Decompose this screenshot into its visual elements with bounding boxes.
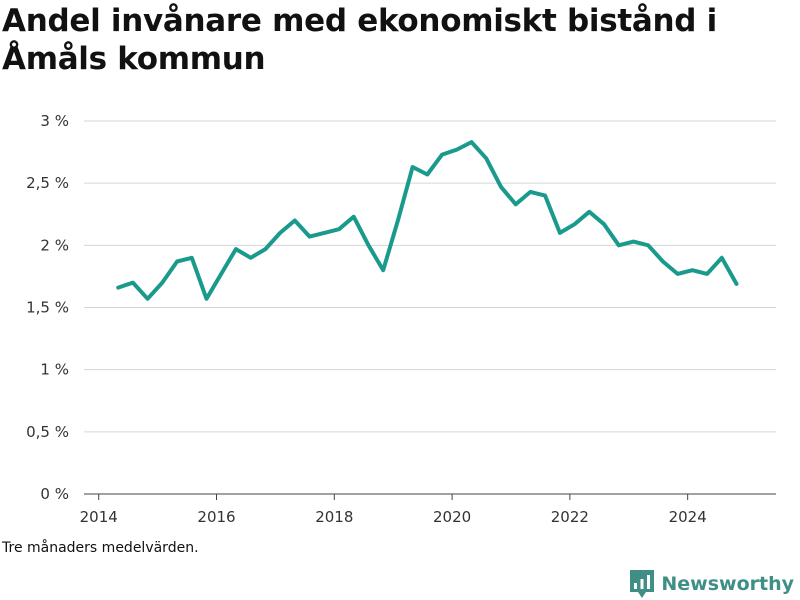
x-tick-label-3: 2020 (433, 508, 471, 526)
x-tick-label-5: 2024 (669, 508, 707, 526)
x-tick-label-1: 2016 (197, 508, 235, 526)
y-tick-label-4: 2 % (40, 236, 69, 254)
y-tick-label-3: 1,5 % (26, 299, 69, 317)
y-tick-label-0: 0 % (40, 485, 69, 503)
y-tick-label-6: 3 % (40, 112, 69, 130)
series-line-0 (116, 140, 739, 301)
x-tick-label-4: 2022 (551, 508, 589, 526)
y-tick-label-5: 2,5 % (26, 174, 69, 192)
y-tick-label-1: 0,5 % (26, 423, 69, 441)
x-tick-label-0: 2014 (80, 508, 118, 526)
plot-area (116, 140, 739, 301)
newsworthy-brand: Newsworthy (629, 568, 794, 600)
y-tick-label-2: 1 % (40, 361, 69, 379)
grid-lines (84, 120, 776, 433)
x-tick-label-2: 2018 (315, 508, 353, 526)
x-axis: 2014 2016 2018 2020 2022 2024 (80, 493, 776, 526)
y-axis: 0 % 0,5 % 1 % 1,5 % 2 % 2,5 % 3 % (26, 112, 69, 503)
chart-title: Andel invånare med ekonomiskt bistånd i … (2, 3, 717, 77)
brand-name: Newsworthy (661, 573, 794, 595)
chart-footnote: Tre månaders medelvärden. (2, 540, 199, 556)
newsworthy-logo-icon (630, 570, 655, 598)
